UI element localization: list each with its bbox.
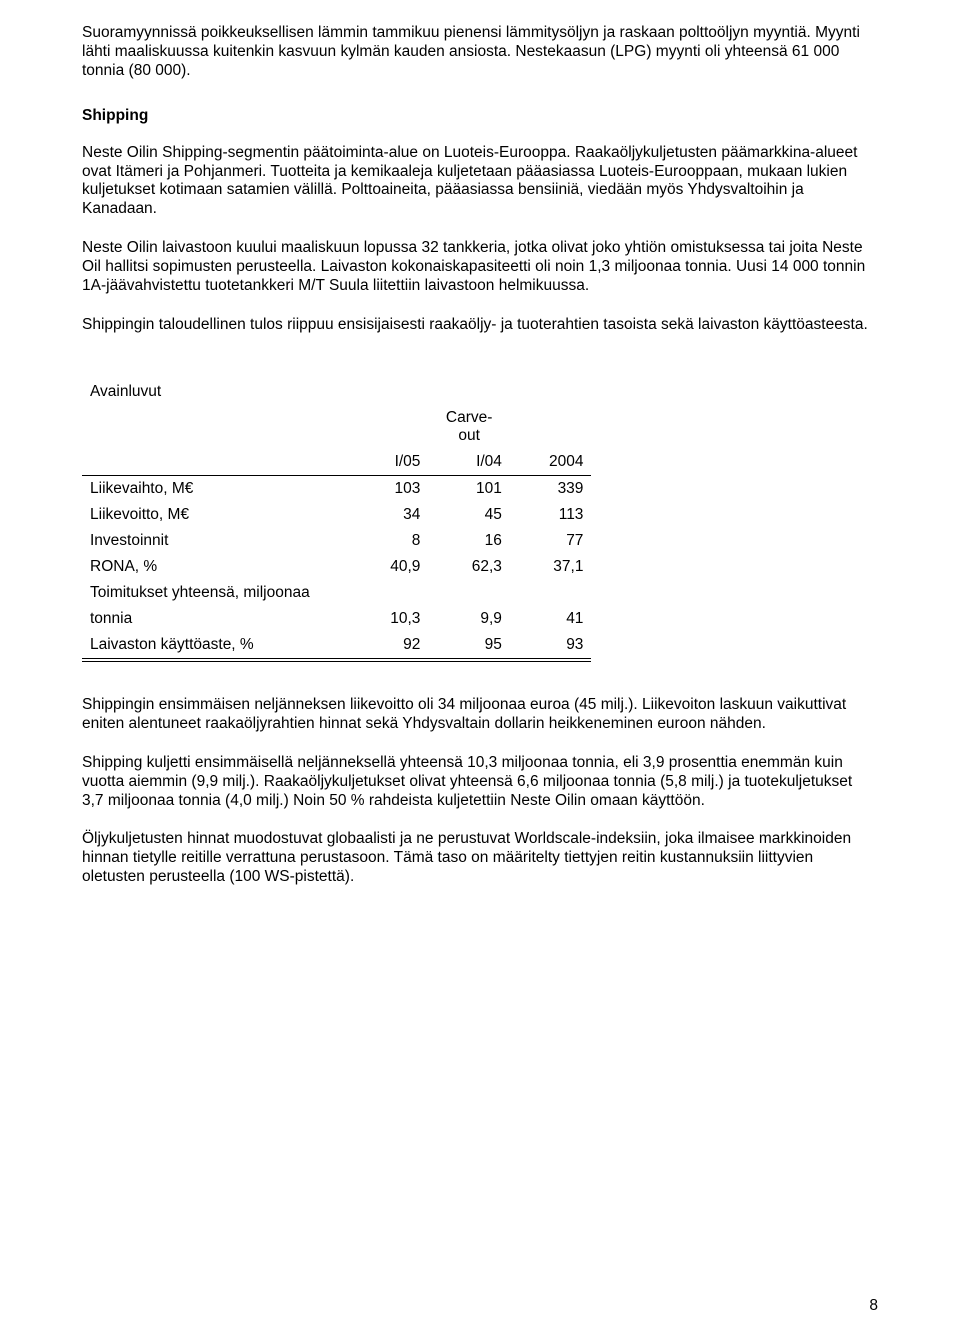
table-column-header-3: 2004: [510, 449, 592, 476]
table-column-header-blank: [82, 449, 347, 476]
table-cell: 16: [428, 528, 510, 554]
table-cell: [347, 580, 429, 606]
table-cell-label: Investoinnit: [82, 528, 347, 554]
table-cell: 92: [347, 632, 429, 660]
table-row: Laivaston käyttöaste, % 92 95 93: [82, 632, 591, 660]
table-cell: 103: [347, 475, 429, 502]
table-row: Liikevoitto, M€ 34 45 113: [82, 502, 591, 528]
table-cell: 34: [347, 502, 429, 528]
financial-table: Carve-out I/05 I/04 2004 Liikevaihto, M€…: [82, 405, 591, 662]
table-cell: 45: [428, 502, 510, 528]
table-cell-label: RONA, %: [82, 554, 347, 580]
table-column-header-1: I/05: [347, 449, 429, 476]
table-cell: 9,9: [428, 606, 510, 632]
shipping-heading: Shipping: [82, 107, 878, 126]
table-title: Avainluvut: [82, 383, 878, 401]
table-cell: 101: [428, 475, 510, 502]
table-cell: 113: [510, 502, 592, 528]
table-cell-label: tonnia: [82, 606, 347, 632]
table-row: Toimitukset yhteensä, miljoonaa: [82, 580, 591, 606]
table-group-header-blank: [82, 405, 347, 449]
table-cell: 62,3: [428, 554, 510, 580]
table-cell-label: Toimitukset yhteensä, miljoonaa: [82, 580, 347, 606]
table-cell: 93: [510, 632, 592, 660]
table-cell: 41: [510, 606, 592, 632]
table-group-header: Carve-out: [428, 405, 510, 449]
paragraph-intro: Suoramyynnissä poikkeuksellisen lämmin t…: [82, 24, 878, 81]
table-cell: 10,3: [347, 606, 429, 632]
table-cell-label: Liikevoitto, M€: [82, 502, 347, 528]
paragraph-shipping-3: Shippingin taloudellinen tulos riippuu e…: [82, 316, 878, 335]
table-cell: [510, 580, 592, 606]
table-cell: 77: [510, 528, 592, 554]
table-cell: 95: [428, 632, 510, 660]
table-row: RONA, % 40,9 62,3 37,1: [82, 554, 591, 580]
paragraph-after-table-2: Shipping kuljetti ensimmäisellä neljänne…: [82, 754, 878, 811]
table-column-header-2: I/04: [428, 449, 510, 476]
table-column-header-row: I/05 I/04 2004: [82, 449, 591, 476]
table-cell-label: Laivaston käyttöaste, %: [82, 632, 347, 660]
table-cell: [428, 580, 510, 606]
table-cell: 40,9: [347, 554, 429, 580]
table-body: Liikevaihto, M€ 103 101 339 Liikevoitto,…: [82, 475, 591, 660]
table-group-header-blank3: [510, 405, 592, 449]
table-cell: 8: [347, 528, 429, 554]
paragraph-after-table-3: Öljykuljetusten hinnat muodostuvat globa…: [82, 830, 878, 887]
table-cell: 37,1: [510, 554, 592, 580]
table-row: tonnia 10,3 9,9 41: [82, 606, 591, 632]
table-group-header-blank2: [347, 405, 429, 449]
table-group-header-row: Carve-out: [82, 405, 591, 449]
table-row: Investoinnit 8 16 77: [82, 528, 591, 554]
table-cell-label: Liikevaihto, M€: [82, 475, 347, 502]
paragraph-shipping-1: Neste Oilin Shipping-segmentin päätoimin…: [82, 144, 878, 220]
table-row: Liikevaihto, M€ 103 101 339: [82, 475, 591, 502]
paragraph-after-table-1: Shippingin ensimmäisen neljänneksen liik…: [82, 696, 878, 734]
page-number: 8: [869, 1297, 878, 1315]
table-cell: 339: [510, 475, 592, 502]
page-container: Suoramyynnissä poikkeuksellisen lämmin t…: [0, 0, 960, 1339]
paragraph-shipping-2: Neste Oilin laivastoon kuului maaliskuun…: [82, 239, 878, 296]
